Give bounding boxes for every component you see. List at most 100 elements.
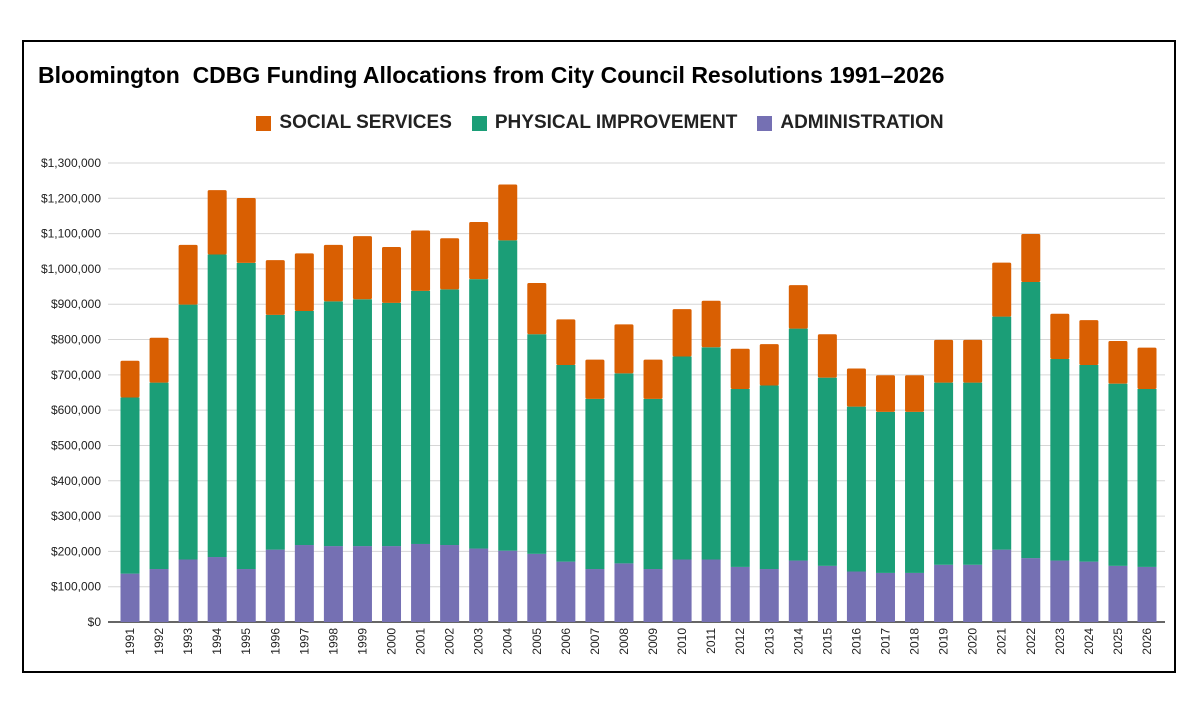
y-tick-label: $600,000: [51, 403, 101, 417]
bar-social-services: [614, 324, 634, 374]
x-tick-label: 2003: [472, 628, 486, 655]
y-tick-label: $1,200,000: [41, 191, 101, 205]
bar-administration: [1021, 558, 1041, 622]
x-tick-label: 2004: [501, 628, 515, 655]
legend-item-physical-improvement: PHYSICAL IMPROVEMENT: [471, 112, 737, 134]
bar-social-services: [207, 190, 227, 255]
bar-physical-improvement: [1021, 281, 1041, 559]
bar-physical-improvement: [963, 382, 983, 565]
bar-administration: [934, 564, 954, 622]
bar-administration: [178, 559, 198, 622]
bar-administration: [382, 546, 402, 622]
y-tick-label: $900,000: [51, 297, 101, 311]
bar-physical-improvement: [934, 382, 954, 565]
legend-item-social-services: SOCIAL SERVICES: [256, 112, 452, 134]
x-tick-label: 2017: [878, 628, 892, 655]
bar-social-services: [963, 339, 983, 383]
x-tick-label: 1997: [297, 628, 311, 655]
bar-social-services: [556, 319, 576, 365]
bar-social-services: [788, 285, 808, 329]
bar-social-services: [323, 244, 343, 302]
bar-administration: [527, 553, 547, 622]
x-tick-label: 2019: [937, 628, 951, 655]
x-tick-label: 2023: [1053, 628, 1067, 655]
x-tick-label: 2001: [414, 628, 428, 655]
x-tick-label: 2009: [646, 628, 660, 655]
x-tick-label: 2005: [530, 628, 544, 655]
bar-physical-improvement: [905, 411, 925, 573]
bar-physical-improvement: [294, 310, 314, 546]
x-tick-label: 2024: [1082, 628, 1096, 655]
bar-physical-improvement: [817, 377, 837, 566]
bar-administration: [788, 560, 808, 622]
x-tick-label: 2000: [385, 628, 399, 655]
bar-administration: [265, 549, 285, 622]
x-tick-label: 2012: [733, 628, 747, 655]
bar-physical-improvement: [1079, 364, 1099, 562]
x-tick-label: 2014: [791, 628, 805, 655]
bar-social-services: [759, 344, 779, 386]
y-tick-label: $700,000: [51, 368, 101, 382]
bar-physical-improvement: [527, 334, 547, 554]
bar-administration: [701, 559, 721, 622]
bar-administration: [469, 548, 489, 622]
bar-social-services: [585, 359, 605, 399]
bar-physical-improvement: [759, 385, 779, 570]
bar-social-services: [701, 300, 721, 348]
bar-physical-improvement: [382, 302, 402, 547]
x-tick-label: 1998: [326, 628, 340, 655]
bar-social-services: [440, 238, 460, 290]
legend-swatch: [471, 115, 487, 131]
bar-administration: [963, 564, 983, 622]
bar-physical-improvement: [846, 406, 866, 572]
chart-frame: [22, 40, 1176, 673]
x-tick-label: 2010: [675, 628, 689, 655]
x-tick-label: 2013: [762, 628, 776, 655]
bar-physical-improvement: [730, 388, 750, 567]
bar-social-services: [149, 337, 169, 383]
legend-swatch: [256, 115, 272, 131]
bar-administration: [730, 566, 750, 622]
bar-social-services: [992, 262, 1012, 317]
bar-physical-improvement: [178, 304, 198, 560]
x-tick-label: 1994: [210, 628, 224, 655]
bar-physical-improvement: [701, 347, 721, 560]
bar-administration: [207, 557, 227, 622]
bar-social-services: [1050, 313, 1070, 359]
bar-administration: [759, 569, 779, 622]
legend-label: ADMINISTRATION: [780, 112, 944, 133]
bar-administration: [846, 571, 866, 622]
bar-social-services: [1137, 347, 1157, 389]
bar-social-services: [643, 359, 663, 399]
x-tick-label: 2008: [617, 628, 631, 655]
bar-social-services: [498, 184, 518, 241]
bar-administration: [411, 543, 431, 622]
bar-social-services: [846, 368, 866, 407]
bar-social-services: [672, 309, 692, 357]
bar-administration: [120, 573, 140, 622]
bar-physical-improvement: [875, 411, 895, 573]
legend: SOCIAL SERVICES PHYSICAL IMPROVEMENT ADM…: [0, 112, 1200, 134]
bar-physical-improvement: [323, 301, 343, 547]
x-tick-label: 1993: [181, 628, 195, 655]
bar-physical-improvement: [614, 373, 634, 564]
bar-physical-improvement: [992, 316, 1012, 550]
bar-social-services: [730, 348, 750, 389]
bar-physical-improvement: [352, 299, 372, 547]
x-tick-label: 2007: [588, 628, 602, 655]
bar-administration: [643, 569, 663, 622]
bar-administration: [905, 572, 925, 622]
bar-social-services: [294, 253, 314, 311]
bar-physical-improvement: [788, 328, 808, 561]
y-tick-label: $100,000: [51, 580, 101, 594]
x-tick-label: 1992: [152, 628, 166, 655]
x-tick-label: 1996: [268, 628, 282, 655]
bar-physical-improvement: [120, 397, 140, 574]
bar-administration: [672, 559, 692, 622]
bar-social-services: [469, 221, 489, 280]
bar-physical-improvement: [672, 356, 692, 560]
bar-physical-improvement: [469, 279, 489, 549]
y-tick-label: $1,300,000: [41, 156, 101, 170]
bar-administration: [323, 546, 343, 622]
